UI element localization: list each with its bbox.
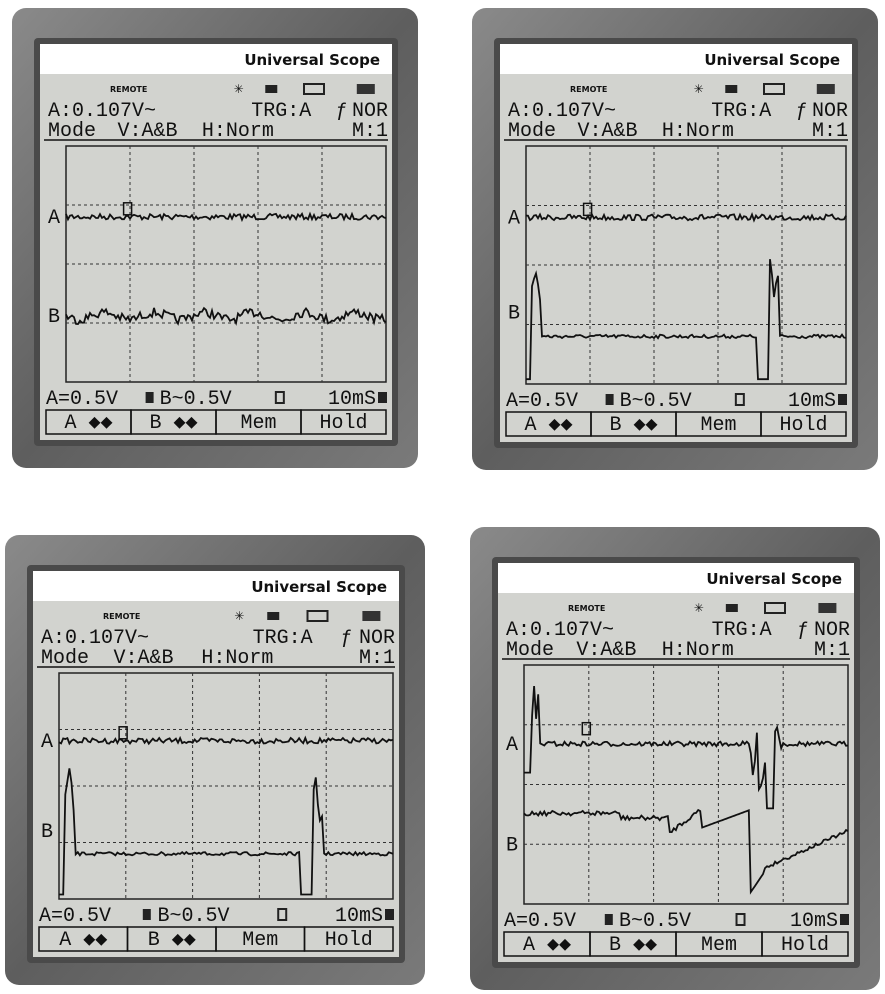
scope-panel: Universal ScopeREMOTE✳A:0.107V~TRG:AƒNOR… [12,8,418,468]
channel-a-label: A [508,207,520,230]
memory-icon [357,84,375,94]
scale-a: A=0.5V [504,910,576,933]
scope-panel: Universal ScopeREMOTE✳A:0.107V~TRG:AƒNOR… [470,527,880,990]
scale-a: A=0.5V [39,905,111,928]
scale-a: A=0.5V [506,390,578,413]
plug-icon [267,612,279,620]
soft-button-label: Mem [701,934,737,957]
timebase-icon [378,392,387,403]
soft-button-label: B ◆◆ [149,412,197,435]
coupling-a [606,394,614,405]
soft-button-label: Mem [242,929,278,952]
trigger-slope: ƒ [340,627,352,650]
channel-b-label: B [508,303,520,326]
soft-button-label: Hold [325,929,373,952]
backlight-icon: ✳ [694,82,704,96]
channel-a-label: A [48,207,60,230]
timebase: 10mS [328,388,376,411]
scope-panel: Universal ScopeREMOTE✳A:0.107V~TRG:AƒNOR… [5,535,425,985]
channel-b-label: B [506,834,518,857]
memory-icon [817,84,835,94]
scale-b: B~0.5V [620,390,692,413]
soft-button-label: A ◆◆ [64,412,112,435]
timebase: 10mS [790,910,838,933]
backlight-icon: ✳ [234,82,244,96]
screen-title: Universal Scope [704,51,840,69]
channel-a-label: A [41,731,53,754]
soft-button-label: B ◆◆ [609,414,657,437]
plug-icon [725,85,737,93]
channel-b-label: B [41,821,53,844]
timebase-icon [385,909,394,920]
soft-button-label: B ◆◆ [148,929,196,952]
scale-b: B~0.5V [157,905,229,928]
screen-title: Universal Scope [706,570,842,588]
memory-icon [818,603,836,613]
soft-button-label: Hold [779,414,827,437]
timebase-icon [838,394,847,405]
soft-button-label: A ◆◆ [524,414,572,437]
status-remote: REMOTE [568,604,605,613]
soft-button-label: A ◆◆ [523,934,571,957]
soft-button-label: B ◆◆ [609,934,657,957]
backlight-icon: ✳ [234,609,244,623]
plug-icon [265,85,277,93]
trigger-slope: ƒ [797,619,809,642]
soft-button-label: Mem [240,412,276,435]
screenshot: Universal ScopeREMOTE✳A:0.107V~TRG:AƒNOR… [0,0,885,994]
scale-b: B~0.5V [619,910,691,933]
channel-a-label: A [506,734,518,757]
status-remote: REMOTE [110,85,147,94]
backlight-icon: ✳ [694,601,704,615]
status-remote: REMOTE [103,612,140,621]
screen-title: Universal Scope [244,51,380,69]
scale-b: B~0.5V [160,388,232,411]
memory-icon [362,611,380,621]
timebase: 10mS [788,390,836,413]
screen-title: Universal Scope [251,578,387,596]
coupling-a [143,909,151,920]
coupling-a [605,914,613,925]
soft-button-label: Mem [700,414,736,437]
plug-icon [726,604,738,612]
status-remote: REMOTE [570,85,607,94]
timebase-icon [840,914,849,925]
soft-button-label: A ◆◆ [59,929,107,952]
channel-b-label: B [48,306,60,329]
soft-button-label: Hold [319,412,367,435]
scale-a: A=0.5V [46,388,118,411]
soft-button-label: Hold [781,934,829,957]
trigger-slope: ƒ [336,100,348,123]
timebase: 10mS [335,905,383,928]
trigger-slope: ƒ [796,100,808,123]
coupling-a [146,392,154,403]
